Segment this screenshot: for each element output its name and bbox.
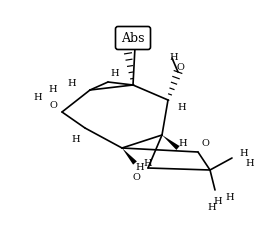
Text: H: H <box>246 158 254 167</box>
Polygon shape <box>122 148 137 165</box>
Text: H: H <box>178 102 186 112</box>
Text: H: H <box>144 158 152 167</box>
Text: H: H <box>68 79 76 88</box>
Text: H: H <box>34 93 42 102</box>
Polygon shape <box>162 135 180 150</box>
Text: H: H <box>208 204 216 213</box>
Text: H: H <box>214 197 222 207</box>
Text: H: H <box>179 138 187 148</box>
Text: O: O <box>176 62 184 71</box>
FancyBboxPatch shape <box>115 27 151 50</box>
Text: Abs: Abs <box>121 31 145 44</box>
Text: O: O <box>132 174 140 183</box>
Text: H: H <box>240 149 248 157</box>
Text: H: H <box>72 135 80 145</box>
Text: O: O <box>49 100 57 110</box>
Text: H: H <box>170 53 178 62</box>
Text: H: H <box>111 68 119 77</box>
Text: H: H <box>136 162 144 172</box>
Text: O: O <box>201 138 209 148</box>
Text: H: H <box>49 86 57 94</box>
Text: H: H <box>226 192 234 201</box>
